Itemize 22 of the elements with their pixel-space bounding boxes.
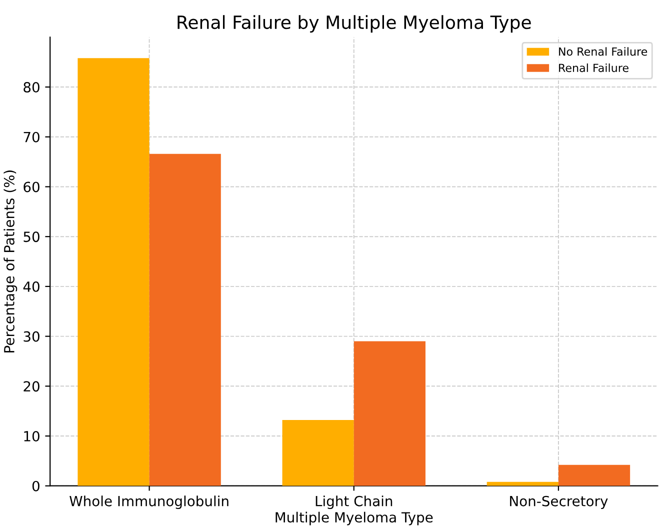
- y-tick-label: 60: [24, 182, 40, 192]
- y-tick-label: 80: [24, 82, 40, 92]
- bar: [282, 420, 354, 486]
- x-tick-label: Non-Secretory: [510, 496, 608, 510]
- x-tick-label: Whole Immunoglobulin: [70, 496, 228, 510]
- y-tick-label: 40: [23, 281, 40, 292]
- y-tick-label: 20: [24, 381, 40, 392]
- legend-label: Renal Failure: [559, 63, 628, 72]
- bar: [149, 154, 221, 486]
- y-tick-label: 70: [24, 132, 40, 142]
- y-tick-label: 0: [32, 480, 40, 492]
- bar: [78, 58, 150, 486]
- legend-label: No Renal Failure: [559, 47, 648, 56]
- bar: [354, 341, 426, 486]
- x-tick-label: Light Chain: [316, 496, 392, 510]
- bar: [558, 464, 630, 486]
- y-axis-title: Percentage of Patients (%): [4, 170, 18, 352]
- y-tick-label: 30: [24, 331, 40, 342]
- chart-title: Renal Failure by Multiple Myeloma Type: [178, 15, 531, 33]
- y-tick-label: 10: [24, 430, 40, 442]
- y-tick-label: 50: [24, 232, 40, 242]
- x-axis-title: Multiple Myeloma Type: [276, 512, 433, 526]
